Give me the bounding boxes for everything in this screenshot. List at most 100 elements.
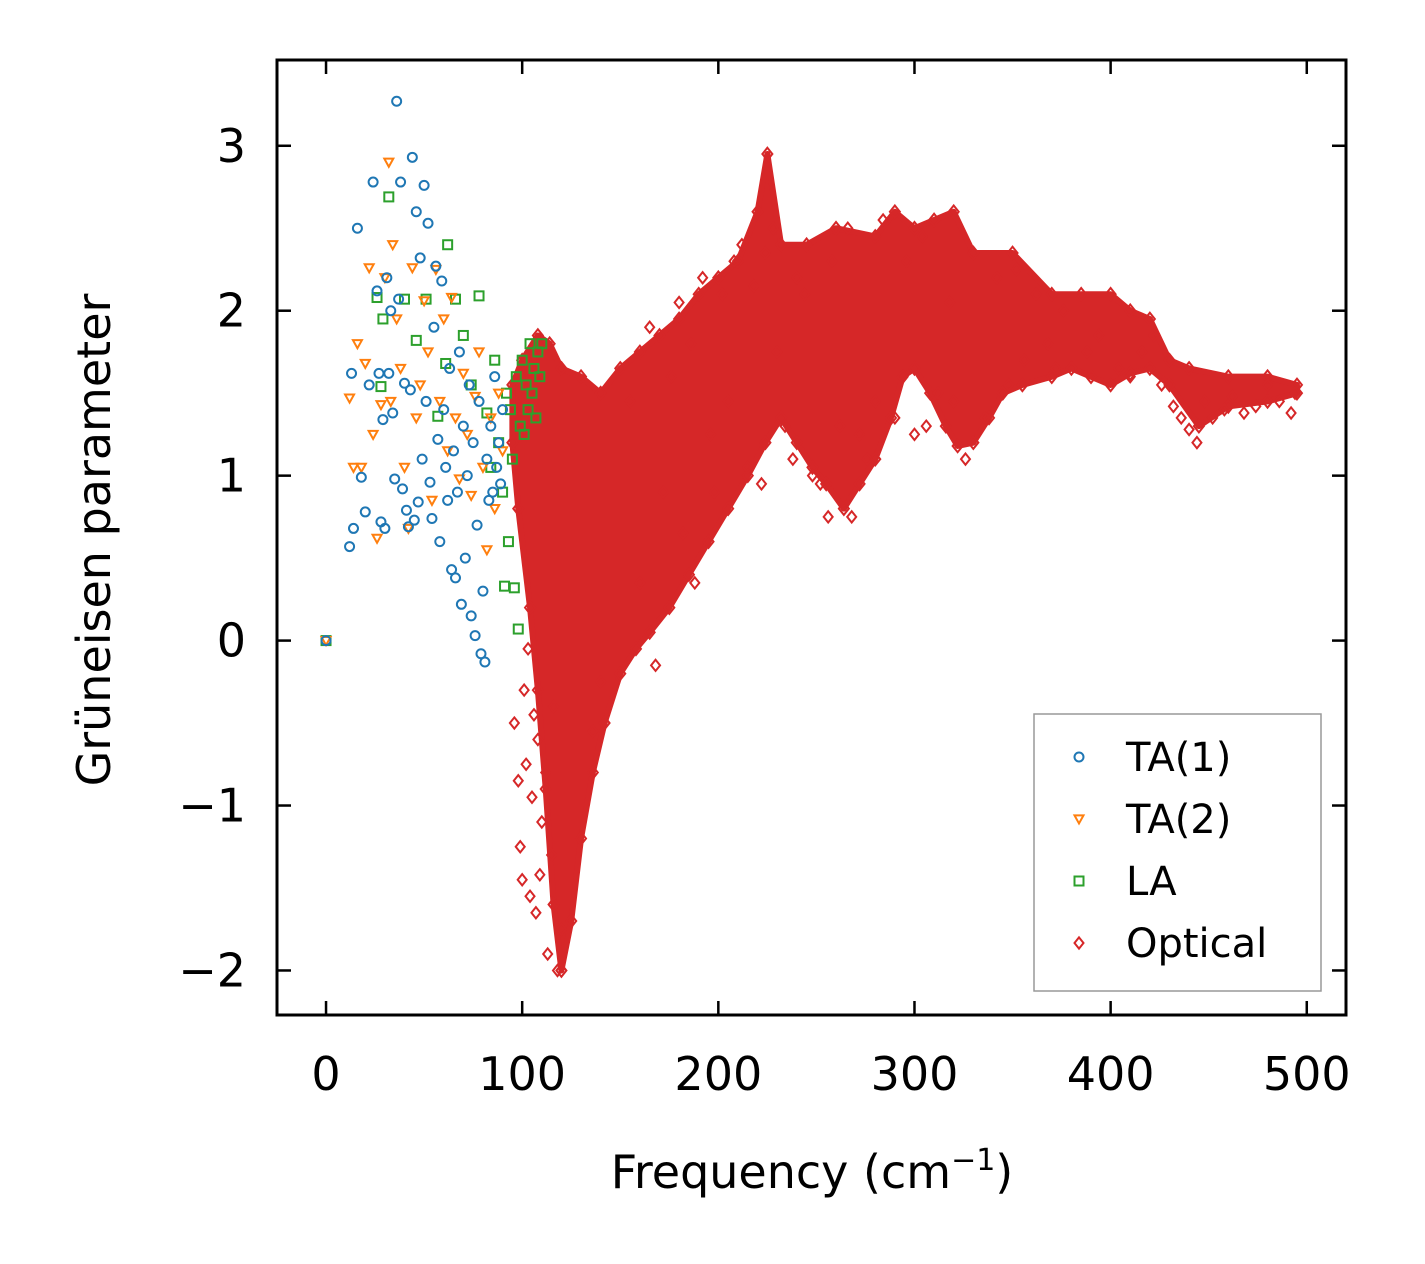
optical-edge-point <box>1182 360 1196 377</box>
data-point-optical <box>555 922 568 937</box>
data-point-optical <box>1136 344 1148 360</box>
x-axis-title-exponent: −1 <box>951 1143 995 1178</box>
data-point-optical <box>741 460 754 475</box>
optical-edge-point <box>1045 286 1059 303</box>
data-point-ta-2 <box>390 314 403 326</box>
optical-edge-point <box>547 896 560 913</box>
data-point-la <box>508 582 520 594</box>
optical-edge-point <box>947 203 960 220</box>
data-point-ta-1 <box>465 610 477 622</box>
legend-marker-ta-2 <box>1072 814 1086 826</box>
data-point-ta-2 <box>359 358 372 371</box>
data-point-ta-2 <box>417 296 431 308</box>
data-point-ta-1 <box>481 453 493 465</box>
optical-edge-point <box>721 500 735 517</box>
optical-edge-point <box>1016 377 1029 393</box>
data-point-ta-1 <box>393 293 405 305</box>
data-point-optical <box>696 270 709 285</box>
axis-ticks: 0 100 200 300 400 500 −2 −1 0 1 2 3 <box>178 60 1351 1101</box>
data-point-ta-2 <box>386 240 399 252</box>
data-point-optical <box>877 212 889 228</box>
data-point-la <box>518 428 530 440</box>
data-point-optical <box>834 418 846 434</box>
optical-edge-point <box>806 459 819 476</box>
optical-edge-point <box>1065 360 1078 377</box>
data-point-optical <box>1018 352 1031 368</box>
optical-edge-point <box>712 269 725 286</box>
data-point-ta-2 <box>484 413 497 425</box>
data-point-optical <box>869 394 882 409</box>
data-point-ta-1 <box>487 486 499 498</box>
legend-label-la: LA <box>1126 859 1177 905</box>
data-point-ta-2 <box>347 462 360 474</box>
data-point-optical <box>1261 377 1274 393</box>
data-point-optical <box>947 394 960 409</box>
data-point-ta-1 <box>389 473 401 485</box>
data-point-la <box>481 407 493 419</box>
data-point-ta-1 <box>444 362 456 374</box>
data-point-ta-2 <box>425 495 439 507</box>
data-point-la <box>383 191 395 203</box>
data-point-la <box>530 412 542 424</box>
data-point-ta-2 <box>472 347 486 359</box>
x-tick-label: 300 <box>871 1047 959 1101</box>
data-point-optical <box>826 254 838 269</box>
optical-edge-point <box>1290 385 1304 402</box>
data-point-ta-1 <box>367 176 379 188</box>
optical-edge-point <box>663 599 676 616</box>
optical-edge-point <box>761 146 774 162</box>
data-point-optical <box>508 715 521 731</box>
data-point-optical <box>539 765 552 780</box>
data-point-optical <box>634 575 646 591</box>
data-point-ta-1 <box>402 521 414 533</box>
data-point-optical <box>1289 385 1301 401</box>
optical-edge-point <box>613 665 627 682</box>
optical-edge-point <box>951 438 964 454</box>
data-point-ta-2 <box>480 545 494 557</box>
data-point-la <box>377 313 389 325</box>
data-point-optical <box>704 427 717 442</box>
data-point-ta-2 <box>461 429 474 441</box>
data-point-optical <box>1273 394 1286 409</box>
optical-edge-point <box>506 434 519 451</box>
data-point-optical <box>708 484 721 500</box>
y-tick-label: 0 <box>217 614 246 668</box>
optical-edge-point <box>927 212 941 228</box>
data-point-la <box>457 329 469 341</box>
data-point-ta-1 <box>451 486 463 498</box>
optical-edge-point <box>731 253 745 270</box>
data-point-optical <box>1002 377 1015 393</box>
data-point-ta-1 <box>459 552 471 564</box>
data-point-ta-1 <box>404 384 416 396</box>
data-point-ta-2 <box>402 523 415 535</box>
data-point-optical <box>657 484 670 500</box>
optical-edge-point <box>511 500 525 517</box>
optical-edge-point <box>539 781 553 797</box>
data-point-optical <box>798 286 811 302</box>
data-point-ta-2 <box>362 263 376 275</box>
x-tick-label: 400 <box>1067 1047 1155 1101</box>
optical-edge-point <box>633 344 647 360</box>
data-point-la <box>502 536 514 548</box>
data-point-optical <box>716 286 729 302</box>
data-point-optical <box>673 295 685 310</box>
data-point-la <box>512 623 524 635</box>
legend: TA(1) TA(2) LA Optical <box>1033 713 1322 992</box>
data-point-optical <box>736 237 748 252</box>
data-point-ta-1 <box>412 496 424 508</box>
data-point-ta-1 <box>359 506 371 518</box>
optical-edge-point <box>939 418 953 435</box>
data-point-ta-2 <box>433 396 447 408</box>
optical-edge-point <box>982 410 996 426</box>
optical-edge-point <box>996 385 1010 402</box>
x-tick-label: 500 <box>1263 1047 1351 1101</box>
data-point-optical <box>1057 303 1070 318</box>
data-point-optical <box>845 509 858 525</box>
data-point-ta-1 <box>495 478 507 490</box>
data-point-ta-2 <box>382 157 396 169</box>
data-point-ta-1 <box>434 536 446 548</box>
data-point-optical <box>916 229 929 244</box>
data-point-optical <box>771 344 783 360</box>
data-point-ta-2 <box>406 263 419 275</box>
legend-marker-la <box>1073 875 1085 887</box>
